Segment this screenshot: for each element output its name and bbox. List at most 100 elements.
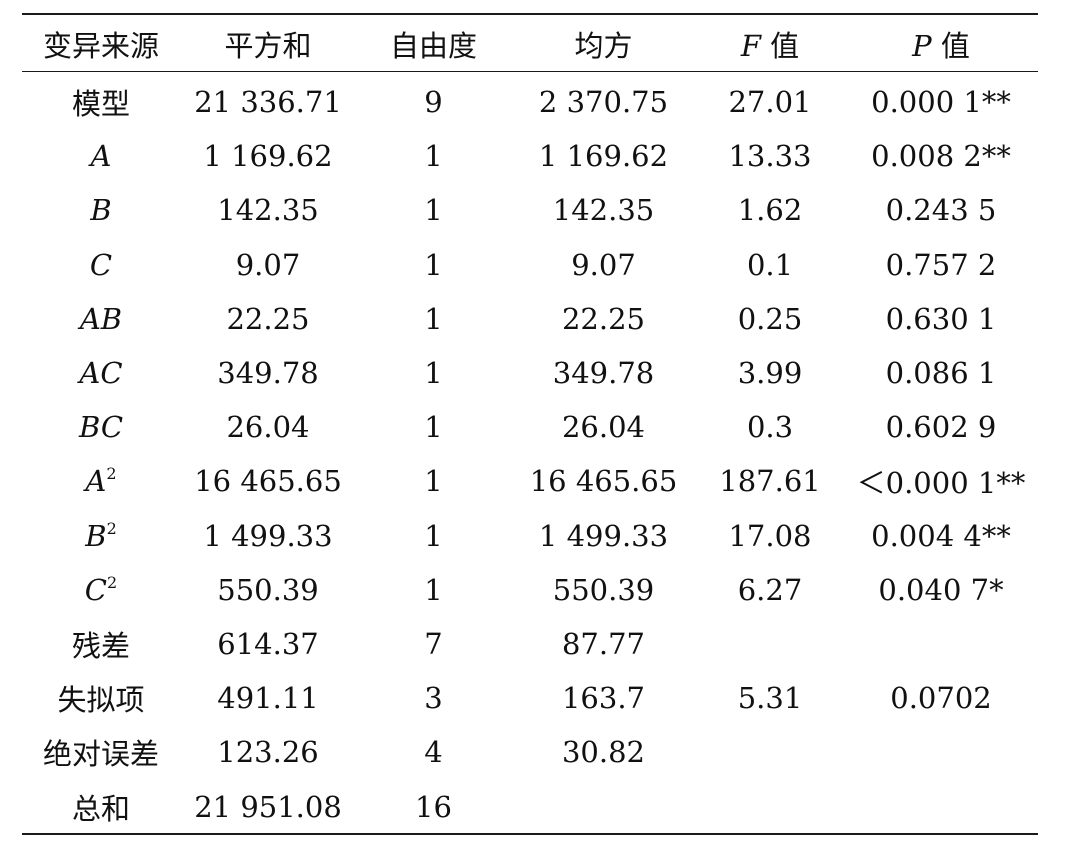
- cell-source: A2: [85, 464, 117, 499]
- table-row: A 1 169.62 1 1 169.62 13.33 0.008 2**: [22, 129, 1038, 183]
- table-body: 模型 21 336.71 9 2 370.75 27.01 0.000 1** A 1 169…: [22, 72, 1038, 834]
- table-header-rule: [22, 71, 1038, 72]
- cell-mean-square: 349.78: [552, 356, 655, 391]
- cell-p-value: [844, 779, 1038, 833]
- cell-mean-square: 30.82: [561, 735, 646, 770]
- cell-source-exponent: 2: [106, 518, 117, 538]
- cell-f-value: 1.62: [737, 193, 803, 228]
- cell-degrees-of-freedom: 1: [424, 410, 443, 445]
- table-row: C 9.07 1 9.07 0.1 0.757 2: [22, 238, 1038, 292]
- cell-mean-square: 1 169.62: [538, 139, 669, 174]
- table-row: 残差 614.37 7 87.77: [22, 617, 1038, 671]
- cell-mean-square: 87.77: [561, 626, 646, 661]
- cell-sum-of-squares: 16 465.65: [194, 464, 342, 499]
- cell-source-exponent: 2: [106, 464, 117, 484]
- cell-source: C2: [84, 572, 118, 607]
- header-source: 变异来源: [42, 28, 159, 63]
- header-mean-square: 均方: [574, 28, 633, 63]
- cell-source-exponent: 2: [107, 572, 118, 592]
- table-row: 失拟项 491.11 3 163.7 5.31 0.0702: [22, 671, 1038, 725]
- cell-f-value: 0.1: [746, 247, 794, 282]
- cell-sum-of-squares: 349.78: [217, 356, 319, 391]
- cell-sum-of-squares: 1 169.62: [203, 139, 333, 174]
- table-row: AB 22.25 1 22.25 0.25 0.630 1: [22, 292, 1038, 346]
- cell-mean-square: 142.35: [552, 193, 655, 228]
- table-row: C2 550.39 1 550.39 6.27 0.040 7*: [22, 563, 1038, 617]
- header-sum-of-squares: 平方和: [224, 28, 312, 63]
- header-degrees-of-freedom: 自由度: [389, 28, 477, 63]
- cell-sum-of-squares: 614.37: [217, 626, 319, 661]
- cell-f-value: 5.31: [737, 681, 803, 716]
- table-row: BC 26.04 1 26.04 0.3 0.602 9: [22, 400, 1038, 454]
- header-f-value: F 值: [740, 28, 800, 63]
- cell-source: 绝对误差: [42, 737, 159, 772]
- cell-p-value: 0.757 2: [885, 247, 997, 282]
- cell-source: C: [89, 247, 113, 282]
- table-bottom-rule: [22, 833, 1038, 835]
- cell-p-value: 0.086 1: [885, 356, 997, 391]
- cell-sum-of-squares: 26.04: [226, 410, 310, 445]
- cell-p-value: 0.000 1**: [871, 85, 1011, 120]
- cell-mean-square: 26.04: [561, 410, 646, 445]
- cell-source: BC: [78, 410, 124, 445]
- cell-degrees-of-freedom: 1: [424, 139, 443, 174]
- table-row: 模型 21 336.71 9 2 370.75 27.01 0.000 1**: [22, 75, 1038, 129]
- cell-degrees-of-freedom: 1: [424, 193, 443, 228]
- cell-sum-of-squares: 9.07: [235, 247, 301, 282]
- cell-degrees-of-freedom: 16: [415, 789, 452, 824]
- cell-degrees-of-freedom: 9: [424, 85, 443, 120]
- cell-sum-of-squares: 1 499.33: [203, 518, 333, 553]
- cell-sum-of-squares: 142.35: [217, 193, 319, 228]
- cell-f-value: 17.08: [728, 518, 812, 553]
- cell-degrees-of-freedom: 1: [424, 572, 443, 607]
- cell-p-value: 0.008 2**: [871, 139, 1011, 174]
- cell-source: 残差: [71, 628, 130, 663]
- cell-sum-of-squares: 123.26: [217, 735, 319, 770]
- table-row: AC 349.78 1 349.78 3.99 0.086 1: [22, 346, 1038, 400]
- table-row: 绝对误差 123.26 4 30.82: [22, 725, 1038, 779]
- cell-mean-square: 1 499.33: [538, 518, 669, 553]
- cell-p-value: 0.004 4**: [871, 518, 1011, 553]
- cell-f-value: 27.01: [728, 85, 812, 120]
- cell-source: AC: [79, 356, 123, 391]
- header-row: 变异来源 平方和 自由度 均方 F 值 P 值: [22, 15, 1038, 72]
- cell-sum-of-squares: 21 951.08: [194, 789, 342, 824]
- cell-mean-square: 22.25: [561, 301, 646, 336]
- cell-mean-square: 550.39: [552, 572, 655, 607]
- cell-p-value: ＜0.000 1**: [856, 466, 1026, 501]
- cell-degrees-of-freedom: 1: [424, 518, 443, 553]
- cell-mean-square: 163.7: [561, 681, 646, 716]
- cell-sum-of-squares: 491.11: [217, 681, 319, 716]
- cell-mean-square: 9.07: [571, 247, 636, 282]
- table-row: 总和 21 951.08 16: [22, 779, 1038, 833]
- cell-p-value: [844, 725, 1038, 779]
- cell-source: 失拟项: [57, 683, 145, 718]
- cell-mean-square: 2 370.75: [538, 85, 669, 120]
- table-row: B 142.35 1 142.35 1.62 0.243 5: [22, 183, 1038, 237]
- cell-source: A: [90, 139, 112, 174]
- cell-f-value: 0.25: [737, 301, 803, 336]
- cell-f-value: 6.27: [737, 572, 803, 607]
- cell-f-value: [696, 617, 844, 671]
- cell-degrees-of-freedom: 1: [424, 464, 443, 499]
- table-row: A2 16 465.65 1 16 465.65 187.61 ＜0.000 1**: [22, 454, 1038, 508]
- cell-source: AB: [79, 301, 123, 336]
- cell-p-value: 0.243 5: [885, 193, 997, 228]
- cell-degrees-of-freedom: 3: [424, 681, 443, 716]
- cell-source: 总和: [71, 791, 130, 826]
- header-p-value: P 值: [912, 28, 970, 63]
- table-row: B2 1 499.33 1 1 499.33 17.08 0.004 4**: [22, 509, 1038, 563]
- cell-p-value: [844, 617, 1038, 671]
- cell-p-value: 0.0702: [890, 681, 992, 716]
- table-top-rule: [22, 13, 1038, 15]
- cell-source: B: [90, 193, 112, 228]
- cell-p-value: 0.630 1: [885, 301, 997, 336]
- cell-degrees-of-freedom: 1: [424, 247, 443, 282]
- cell-sum-of-squares: 550.39: [217, 572, 319, 607]
- cell-f-value: 3.99: [737, 356, 803, 391]
- cell-source: 模型: [71, 87, 130, 122]
- cell-f-value: 13.33: [728, 139, 812, 174]
- cell-mean-square: 16 465.65: [529, 464, 678, 499]
- cell-f-value: 0.3: [746, 410, 794, 445]
- cell-degrees-of-freedom: 1: [424, 301, 443, 336]
